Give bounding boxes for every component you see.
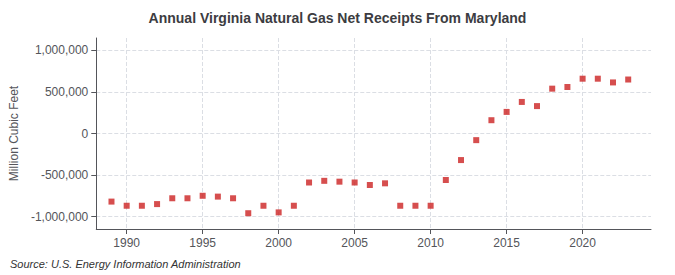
svg-text:2020: 2020: [569, 236, 596, 250]
svg-text:2005: 2005: [341, 236, 368, 250]
svg-text:1,000,000: 1,000,000: [35, 43, 89, 57]
svg-text:Annual Virginia Natural Gas Ne: Annual Virginia Natural Gas Net Receipts…: [149, 10, 527, 26]
svg-text:500,000: 500,000: [45, 85, 89, 99]
svg-text:-500,000: -500,000: [41, 168, 89, 182]
svg-text:Million Cubic Feet: Million Cubic Feet: [7, 85, 21, 181]
svg-text:0: 0: [82, 127, 89, 141]
svg-text:-1,000,000: -1,000,000: [31, 210, 89, 224]
svg-text:1990: 1990: [113, 236, 140, 250]
svg-text:2000: 2000: [265, 236, 292, 250]
svg-text:Source: U.S. Energy Informatio: Source: U.S. Energy Information Administ…: [10, 258, 241, 270]
svg-text:2015: 2015: [493, 236, 520, 250]
svg-text:1995: 1995: [189, 236, 216, 250]
svg-text:2010: 2010: [417, 236, 444, 250]
